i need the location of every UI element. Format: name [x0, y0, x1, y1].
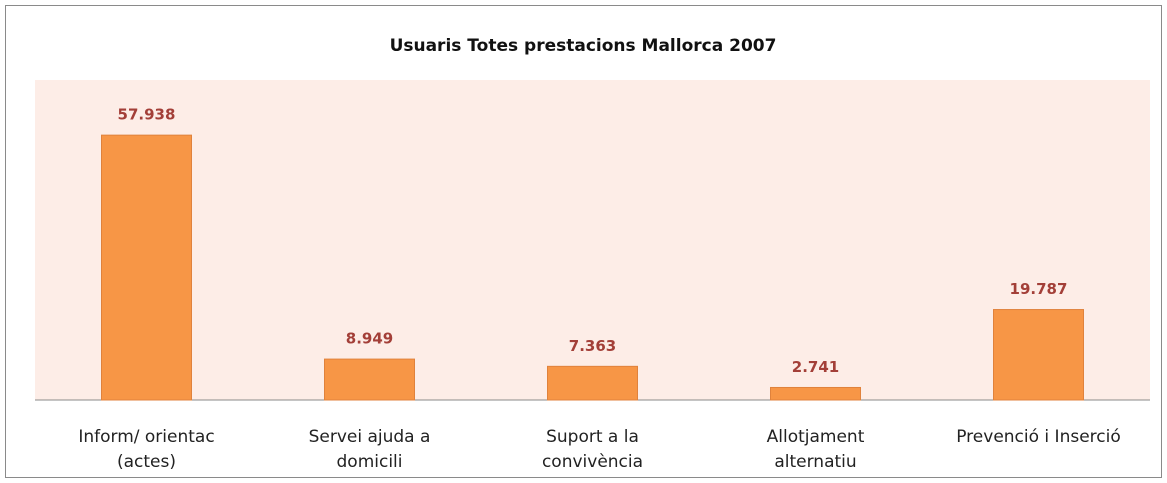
data-label: 8.949 [346, 330, 393, 348]
bar [993, 309, 1084, 401]
chart-title: Usuaris Totes prestacions Mallorca 2007 [390, 36, 777, 56]
x-tick-label: Inform/ orientac [78, 427, 214, 447]
x-tick-label: (actes) [117, 452, 176, 472]
x-tick-label: Allotjament [767, 427, 865, 447]
x-tick-label: domicili [337, 452, 403, 472]
data-label: 7.363 [569, 337, 616, 355]
data-label: 57.938 [118, 106, 176, 124]
x-tick-label: convivència [542, 452, 643, 472]
x-tick-label: Suport a la [546, 427, 639, 447]
x-tick-label: Servei ajuda a [309, 427, 431, 447]
x-tick-label: alternatiu [774, 452, 856, 472]
plot-area [35, 80, 1150, 400]
bar [324, 358, 415, 401]
bar [101, 134, 192, 401]
x-tick-label: Prevenció i Inserció [956, 427, 1121, 447]
bar [770, 386, 861, 401]
data-label: 2.741 [792, 358, 839, 376]
bar [547, 365, 638, 401]
data-label: 19.787 [1010, 280, 1068, 298]
